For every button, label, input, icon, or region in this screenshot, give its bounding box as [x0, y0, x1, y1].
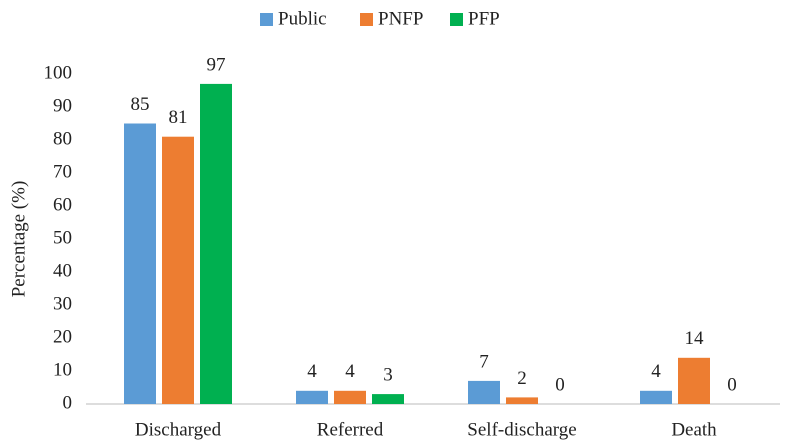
data-label: 0: [555, 374, 565, 395]
x-tick-label: Referred: [317, 419, 384, 440]
legend-label: Public: [278, 8, 327, 29]
data-label: 3: [383, 364, 393, 385]
legend-swatch: [360, 13, 373, 26]
y-tick-label: 10: [53, 359, 72, 380]
bar: [162, 136, 194, 404]
y-tick-label: 20: [53, 326, 72, 347]
y-tick-label: 50: [53, 227, 72, 248]
data-label: 97: [207, 54, 226, 75]
y-tick-label: 70: [53, 161, 72, 182]
y-tick-label: 90: [53, 95, 72, 116]
data-label: 2: [517, 368, 527, 389]
y-tick-label: 0: [63, 392, 73, 413]
legend-label: PFP: [468, 8, 500, 29]
y-tick-label: 60: [53, 194, 72, 215]
x-tick-label: Self-discharge: [467, 419, 576, 440]
data-label: 85: [131, 94, 150, 115]
data-label: 4: [345, 361, 355, 382]
data-label: 4: [651, 361, 661, 382]
y-tick-label: 30: [53, 293, 72, 314]
bar: [468, 380, 500, 404]
data-label: 14: [685, 328, 705, 349]
bar: [296, 390, 328, 404]
data-label: 7: [479, 351, 489, 372]
data-label: 81: [169, 107, 188, 128]
bar: [124, 123, 156, 404]
bar: [200, 83, 232, 405]
bar: [334, 390, 366, 404]
bar: [506, 397, 538, 404]
x-tick-label: Discharged: [135, 419, 222, 440]
data-label: 0: [727, 374, 737, 395]
y-axis-label: Percentage (%): [8, 181, 29, 298]
legend-label: PNFP: [378, 8, 423, 29]
bar: [372, 394, 404, 404]
bar: [678, 357, 710, 404]
legend-swatch: [260, 13, 273, 26]
legend-swatch: [450, 13, 463, 26]
x-tick-label: Death: [671, 419, 717, 440]
y-tick-label: 100: [44, 62, 73, 83]
data-label: 4: [307, 361, 317, 382]
bar: [640, 390, 672, 404]
y-tick-label: 80: [53, 128, 72, 149]
y-tick-label: 40: [53, 260, 72, 281]
